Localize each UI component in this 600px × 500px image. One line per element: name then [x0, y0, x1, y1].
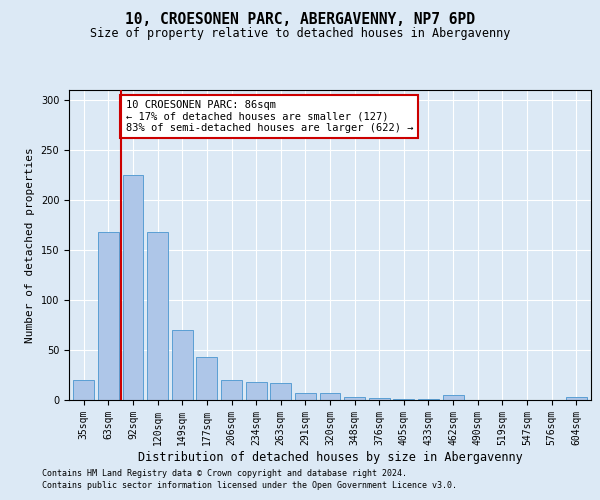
Bar — [122, 175, 143, 400]
X-axis label: Distribution of detached houses by size in Abergavenny: Distribution of detached houses by size … — [137, 450, 523, 464]
Bar — [221, 380, 242, 400]
Text: Size of property relative to detached houses in Abergavenny: Size of property relative to detached ho… — [90, 28, 510, 40]
Text: Contains HM Land Registry data © Crown copyright and database right 2024.: Contains HM Land Registry data © Crown c… — [42, 468, 407, 477]
Text: Contains public sector information licensed under the Open Government Licence v3: Contains public sector information licen… — [42, 481, 457, 490]
Bar — [344, 397, 365, 400]
Bar — [566, 397, 587, 400]
Text: 10, CROESONEN PARC, ABERGAVENNY, NP7 6PD: 10, CROESONEN PARC, ABERGAVENNY, NP7 6PD — [125, 12, 475, 28]
Bar — [196, 357, 217, 400]
Bar — [369, 398, 390, 400]
Bar — [418, 399, 439, 400]
Bar — [394, 399, 415, 400]
Bar — [245, 382, 266, 400]
Bar — [320, 393, 340, 400]
Bar — [172, 330, 193, 400]
Text: 10 CROESONEN PARC: 86sqm
← 17% of detached houses are smaller (127)
83% of semi-: 10 CROESONEN PARC: 86sqm ← 17% of detach… — [125, 100, 413, 133]
Bar — [443, 395, 464, 400]
Y-axis label: Number of detached properties: Number of detached properties — [25, 147, 35, 343]
Bar — [73, 380, 94, 400]
Bar — [98, 232, 119, 400]
Bar — [295, 393, 316, 400]
Bar — [147, 232, 168, 400]
Bar — [270, 383, 291, 400]
